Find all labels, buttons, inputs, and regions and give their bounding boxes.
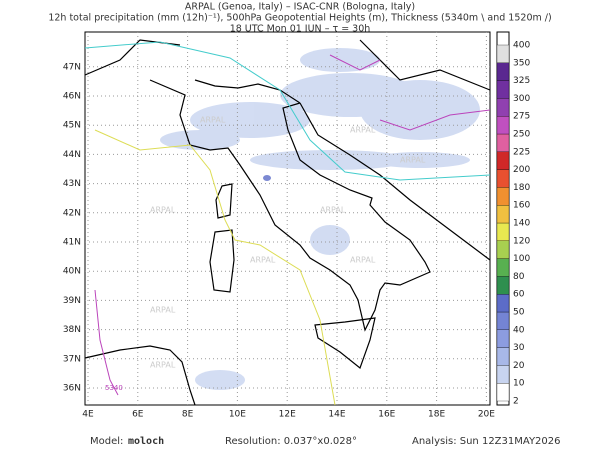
watermark: ARPAL bbox=[200, 116, 226, 125]
colorbar-label: 325 bbox=[513, 76, 530, 86]
colorbar-swatch bbox=[496, 133, 510, 152]
footer-model: moloch bbox=[128, 436, 164, 447]
colorbar-swatch bbox=[496, 240, 510, 259]
colorbar-label: 40 bbox=[513, 325, 525, 335]
lat-label: 47N bbox=[63, 62, 81, 72]
lon-label: 16E bbox=[378, 410, 395, 420]
footer-resolution: Resolution: 0.037°x0.028° bbox=[225, 436, 357, 447]
colorbar-label: 30 bbox=[513, 343, 525, 353]
lon-label: 12E bbox=[279, 410, 296, 420]
contour bbox=[94, 54, 491, 396]
colorbar-label: 50 bbox=[513, 308, 525, 318]
colorbar-label: 20 bbox=[513, 361, 525, 371]
colorbar-swatch bbox=[496, 365, 510, 384]
colorbar-swatch bbox=[496, 258, 510, 277]
lat-label: 45N bbox=[63, 121, 81, 131]
lat-label: 41N bbox=[63, 238, 81, 248]
colorbar-label: 140 bbox=[513, 219, 530, 229]
lon-label: 10E bbox=[229, 410, 246, 420]
colorbar-label: 120 bbox=[513, 236, 530, 246]
watermark: ARPAL bbox=[150, 206, 176, 215]
coastline bbox=[149, 79, 491, 332]
lon-label: 14E bbox=[328, 410, 345, 420]
colorbar-label: 400 bbox=[513, 41, 530, 51]
colorbar-swatch bbox=[496, 347, 510, 366]
lat-label: 39N bbox=[63, 296, 81, 306]
watermark: ARPAL bbox=[150, 306, 176, 315]
colorbar-swatch bbox=[496, 311, 510, 330]
colorbar-swatch bbox=[496, 151, 510, 170]
lon-label: 18E bbox=[428, 410, 445, 420]
lat-label: 40N bbox=[63, 267, 81, 277]
lat-label: 36N bbox=[63, 384, 81, 394]
colorbar-label: 350 bbox=[513, 58, 530, 68]
footer-label: Model: bbox=[90, 436, 123, 447]
colorbar-swatch bbox=[496, 222, 510, 241]
precip bbox=[160, 48, 480, 390]
colorbar-label: 275 bbox=[513, 112, 530, 122]
colorbar-swatch bbox=[496, 276, 510, 295]
lat-label: 38N bbox=[63, 325, 81, 335]
title-line: ARPAL (Genoa, Italy) – ISAC-CNR (Bologna… bbox=[185, 2, 415, 13]
map-area: 5340 36N 37N 38N 39N 40N 41N 42N 43N 44N 45N 46N 47… bbox=[63, 31, 495, 420]
colorbar-label: 10 bbox=[513, 379, 525, 389]
colorbar-swatch bbox=[496, 116, 510, 135]
colorbar-label: 60 bbox=[513, 290, 525, 300]
lon-label: 20E bbox=[478, 410, 495, 420]
colorbar-label: 180 bbox=[513, 183, 530, 193]
colorbar-label: 200 bbox=[513, 165, 530, 175]
watermark: ARPAL bbox=[250, 256, 276, 265]
footer-analysis: Analysis: Sun 12Z31MAY2026 bbox=[412, 436, 561, 447]
watermark: ARPAL bbox=[350, 256, 376, 265]
contour-label: 5340 bbox=[105, 384, 123, 392]
lat-label: 37N bbox=[63, 354, 81, 364]
lat-label: 46N bbox=[63, 92, 81, 102]
colorbar-label: 250 bbox=[513, 130, 530, 140]
lat-label: 42N bbox=[63, 208, 81, 218]
colorbar-swatch bbox=[496, 80, 510, 99]
contour bbox=[84, 41, 491, 181]
lat-label: 44N bbox=[63, 150, 81, 160]
colorbar-swatch bbox=[496, 187, 510, 206]
lon-label: 6E bbox=[132, 410, 144, 420]
colorbar-label: 80 bbox=[513, 272, 525, 282]
colorbar-label: 100 bbox=[513, 254, 530, 264]
colorbar-swatch bbox=[496, 98, 510, 117]
lon-label: 4E bbox=[82, 410, 94, 420]
watermark: ARPAL bbox=[150, 361, 176, 370]
contour bbox=[94, 129, 336, 406]
colorbar-label: 160 bbox=[513, 201, 530, 211]
colorbar-swatch bbox=[496, 169, 510, 188]
title-line: 12h total precipitation (mm (12h)⁻¹), 50… bbox=[48, 13, 551, 24]
colorbar-swatch bbox=[496, 329, 510, 348]
colorbar-label: 2 bbox=[513, 397, 519, 407]
lon-label: 8E bbox=[182, 410, 194, 420]
watermark: ARPAL bbox=[350, 126, 376, 135]
lat-label: 43N bbox=[63, 179, 81, 189]
colorbar-label: 225 bbox=[513, 147, 530, 157]
watermark: ARPAL bbox=[320, 206, 346, 215]
title-line: 18 UTC Mon 01 JUN – τ = 30h bbox=[230, 24, 371, 35]
colorbar-swatch bbox=[496, 205, 510, 224]
colorbar-swatch bbox=[496, 383, 510, 402]
colorbar-swatch bbox=[496, 44, 510, 63]
colorbar-swatch bbox=[496, 294, 510, 313]
colorbar-label: 300 bbox=[513, 94, 530, 104]
colorbar-swatch bbox=[496, 62, 510, 81]
watermark: ARPAL bbox=[400, 156, 426, 165]
